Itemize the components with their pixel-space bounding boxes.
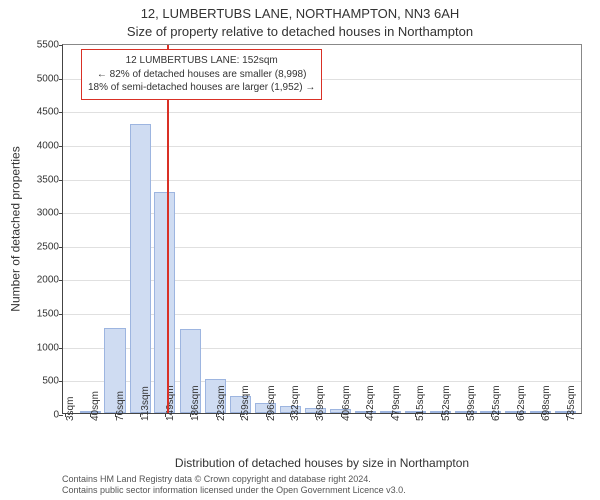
chart-title-line1: 12, LUMBERTUBS LANE, NORTHAMPTON, NN3 6A…	[0, 6, 600, 21]
x-axis-label: Distribution of detached houses by size …	[62, 456, 582, 470]
y-tick: 3000	[37, 208, 59, 219]
chart-title-line2: Size of property relative to detached ho…	[0, 24, 600, 39]
annotation-line1: 12 LUMBERTUBS LANE: 152sqm	[88, 54, 315, 68]
marker-line	[167, 45, 169, 413]
histogram-bar	[154, 192, 175, 413]
y-tick: 5500	[37, 40, 59, 51]
annotation-line2: ← 82% of detached houses are smaller (8,…	[88, 68, 315, 82]
y-tick: 2000	[37, 275, 59, 286]
y-tick: 1000	[37, 342, 59, 353]
annotation-line3: 18% of semi-detached houses are larger (…	[88, 81, 315, 95]
y-tick: 5000	[37, 73, 59, 84]
histogram-bar	[130, 124, 151, 413]
y-tick: 1500	[37, 309, 59, 320]
y-tick: 4000	[37, 140, 59, 151]
y-tick: 3500	[37, 174, 59, 185]
y-axis-label: Number of detached properties	[8, 44, 24, 414]
y-tick: 0	[53, 410, 59, 421]
y-tick: 4500	[37, 107, 59, 118]
annotation-box: 12 LUMBERTUBS LANE: 152sqm← 82% of detac…	[81, 49, 322, 100]
chart-container: 12, LUMBERTUBS LANE, NORTHAMPTON, NN3 6A…	[0, 0, 600, 500]
footer-text: Contains HM Land Registry data © Crown c…	[62, 474, 582, 496]
y-tick: 2500	[37, 241, 59, 252]
y-tick: 500	[42, 376, 59, 387]
plot-area: 0500100015002000250030003500400045005000…	[62, 44, 582, 414]
